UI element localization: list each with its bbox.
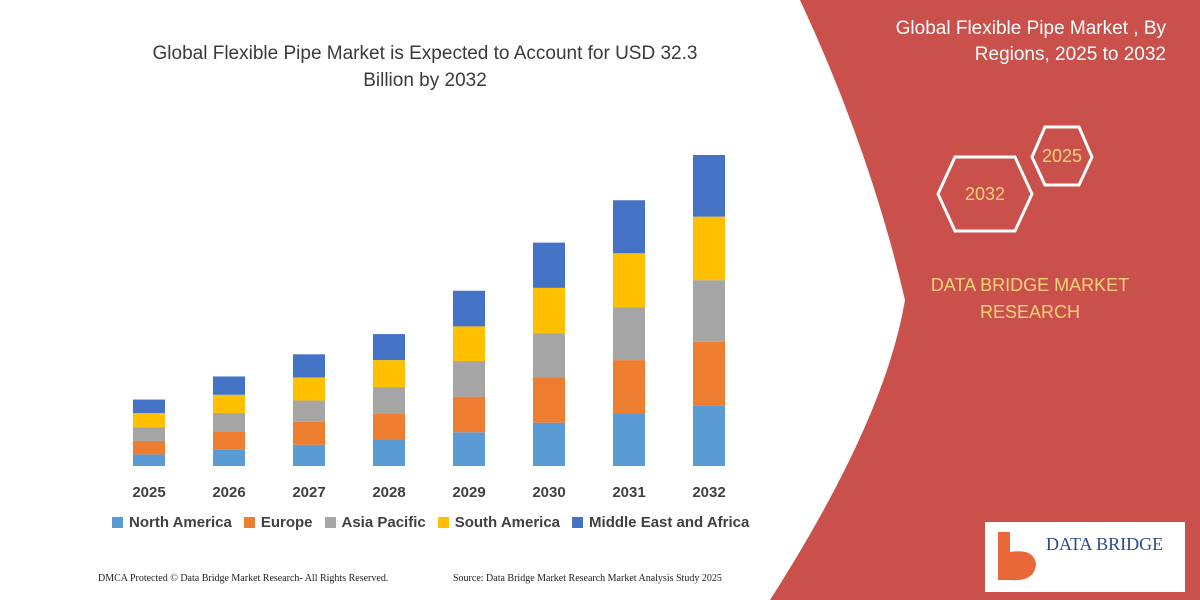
bar-segment	[533, 377, 565, 423]
side-panel	[770, 0, 1200, 600]
bar-segment	[613, 414, 645, 466]
x-tick-label: 2030	[532, 484, 565, 501]
legend-item: Middle East and Africa	[572, 514, 749, 531]
bar-segment	[533, 422, 565, 466]
hexagon	[936, 155, 1034, 233]
bar-segment	[133, 399, 165, 414]
bar-segment	[453, 290, 485, 327]
legend-label: Middle East and Africa	[589, 514, 750, 531]
bar-segment	[453, 361, 485, 397]
bar-segment	[293, 354, 325, 378]
legend-swatch	[324, 517, 336, 528]
legend-swatch	[112, 517, 123, 528]
bar-segment	[453, 396, 485, 433]
bar-segment	[693, 405, 725, 466]
bar-segment	[373, 387, 405, 415]
bar-segment	[213, 449, 245, 466]
hexagon-label: 2025	[1042, 146, 1082, 166]
legend-label: South America	[454, 514, 561, 531]
bar-segment	[133, 427, 165, 441]
bar-segment	[373, 334, 405, 361]
x-tick-label: 2029	[452, 484, 485, 501]
bar-segment	[533, 242, 565, 288]
bar-segment	[613, 307, 645, 361]
bar-segment	[693, 216, 725, 281]
logo-text: DATA BRIDGE	[1046, 534, 1164, 554]
legend-swatch	[437, 517, 449, 528]
x-tick-label: 2027	[292, 484, 325, 501]
legend-label: North America	[129, 514, 232, 531]
bar-segment	[453, 432, 485, 466]
legend-label: Europe	[260, 514, 313, 531]
brand: DATA BRIDGE MARKET RESEARCH	[930, 275, 1130, 322]
bar-segment	[453, 326, 485, 362]
bar-segment	[133, 440, 165, 455]
bar-segment	[693, 341, 725, 406]
panel-title: Global Flexible Pipe Market , By Regions…	[895, 18, 1166, 65]
legend-swatch	[243, 517, 255, 528]
x-tick-label: 2025	[132, 484, 165, 501]
legend-swatch	[572, 517, 584, 528]
bar-segment	[373, 440, 405, 466]
chart-title: Global Flexible Pipe Market is Expected …	[152, 43, 698, 91]
x-tick-label: 2028	[372, 484, 405, 501]
copyright: DMCA Protected © Data Bridge Market Rese…	[98, 573, 389, 584]
logo-mark	[998, 532, 1036, 581]
legend-item: North America	[112, 514, 232, 531]
bar-segment	[133, 413, 165, 428]
x-tick-label: 2026	[212, 484, 245, 501]
bar-segment	[213, 394, 245, 414]
x-tick-label: 2031	[612, 484, 645, 501]
bar-segment	[693, 280, 725, 342]
bar-segment	[293, 421, 325, 445]
bar-segment	[213, 376, 245, 395]
bar-segment	[133, 454, 165, 466]
bar-segment	[613, 253, 645, 308]
bar-segment	[293, 444, 325, 466]
bar-segment	[693, 155, 725, 217]
bar-segment	[373, 360, 405, 388]
legend-item: Asia Pacific	[324, 514, 426, 531]
x-tick-label: 2032	[692, 484, 725, 501]
legend-item: Europe	[243, 514, 313, 531]
legend-item: South America	[437, 514, 561, 531]
legend-label: Asia Pacific	[341, 514, 426, 531]
hexagon	[1030, 125, 1094, 187]
bar-segment	[613, 360, 645, 415]
bar-segment	[293, 377, 325, 401]
legend: North America Europe Asia Pacific South Ame…	[112, 514, 749, 531]
bar-segment	[533, 333, 565, 378]
bar-segment	[613, 200, 645, 254]
source: Source: Data Bridge Market Research Mark…	[453, 573, 722, 584]
bar-segment	[213, 413, 245, 432]
hexagon-label: 2032	[965, 184, 1005, 204]
bar-segment	[533, 287, 565, 334]
bar-segment	[213, 431, 245, 450]
bar-segment	[293, 400, 325, 422]
bar-segment	[373, 414, 405, 441]
